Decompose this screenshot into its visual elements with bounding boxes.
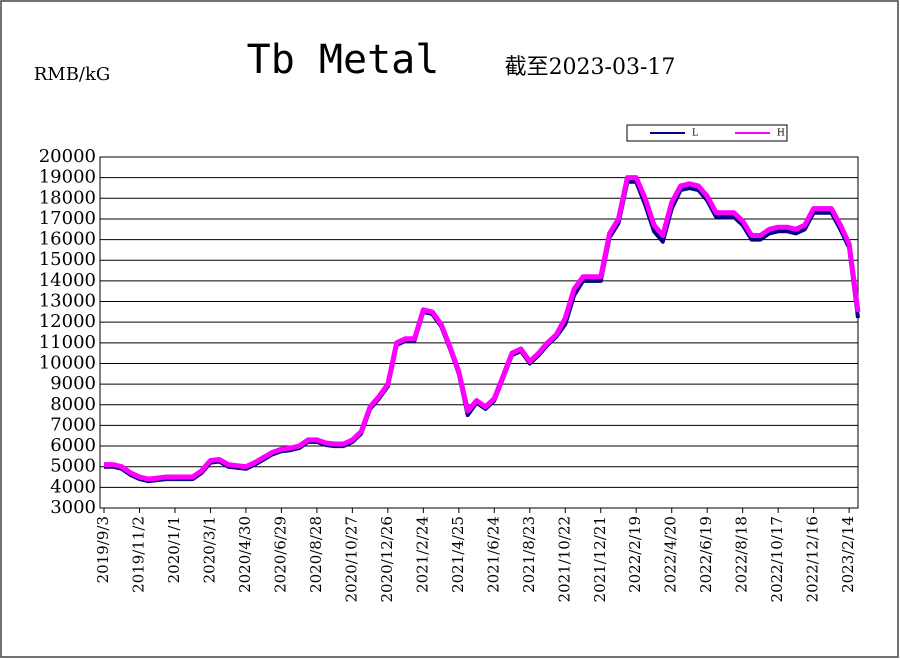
y-axis-label: RMB/kG	[34, 64, 111, 85]
y-tick-label: 17000	[39, 208, 96, 229]
x-tick-label: 2021/8/23	[520, 516, 538, 593]
y-tick-label: 5000	[50, 456, 96, 477]
x-tick-label: 2022/10/17	[768, 516, 786, 602]
x-tick-label: 2020/12/26	[378, 516, 396, 602]
legend-label: H	[777, 129, 785, 139]
y-tick-label: 14000	[39, 270, 96, 291]
y-tick-label: 8000	[50, 394, 96, 415]
y-tick-label: 3000	[50, 497, 96, 518]
x-tick-label: 2020/1/1	[165, 516, 183, 583]
x-tick-label: 2022/12/16	[804, 516, 822, 602]
x-tick-label: 2021/10/22	[555, 516, 573, 602]
y-tick-label: 7000	[50, 414, 96, 435]
y-tick-label: 6000	[50, 435, 96, 456]
legend-label: L	[692, 129, 698, 139]
x-tick-label: 2022/6/19	[697, 516, 715, 593]
x-tick-label: 2022/4/20	[662, 516, 680, 593]
y-tick-label: 19000	[39, 167, 96, 188]
x-tick-label: 2020/6/29	[271, 516, 289, 593]
x-tick-label: 2021/12/21	[591, 516, 609, 602]
x-tick-label: 2020/4/30	[236, 516, 254, 593]
x-tick-label: 2022/2/19	[626, 516, 644, 593]
plot-area	[99, 156, 859, 509]
x-tick-label: 2020/10/27	[342, 516, 360, 602]
series-line	[104, 175, 861, 482]
y-tick-label: 11000	[39, 332, 96, 353]
y-tick-label: 4000	[50, 476, 96, 497]
y-tick-label: 12000	[39, 311, 96, 332]
x-tick-label: 2020/3/1	[200, 516, 218, 583]
y-tick-label: 16000	[39, 229, 96, 250]
x-tick-label: 2021/2/24	[413, 516, 431, 593]
x-tick-label: 2022/8/18	[733, 516, 751, 593]
chart-title: Tb Metal	[247, 37, 440, 83]
y-tick-label: 13000	[39, 291, 96, 312]
y-tick-label: 20000	[39, 146, 96, 167]
y-tick-label: 18000	[39, 187, 96, 208]
x-tick-label: 2020/8/28	[307, 516, 325, 593]
x-tick-label: 2021/4/25	[449, 516, 467, 593]
x-tick-label: 2023/2/14	[839, 516, 857, 593]
legend-box	[626, 124, 788, 142]
y-tick-label: 15000	[39, 249, 96, 270]
x-tick-label: 2019/11/2	[129, 516, 147, 593]
y-tick-label: 9000	[50, 373, 96, 394]
y-tick-label: 10000	[39, 352, 96, 373]
x-tick-label: 2019/9/3	[94, 516, 112, 583]
chart-subtitle: 截至2023-03-17	[505, 55, 676, 80]
x-tick-label: 2021/6/24	[484, 516, 502, 593]
